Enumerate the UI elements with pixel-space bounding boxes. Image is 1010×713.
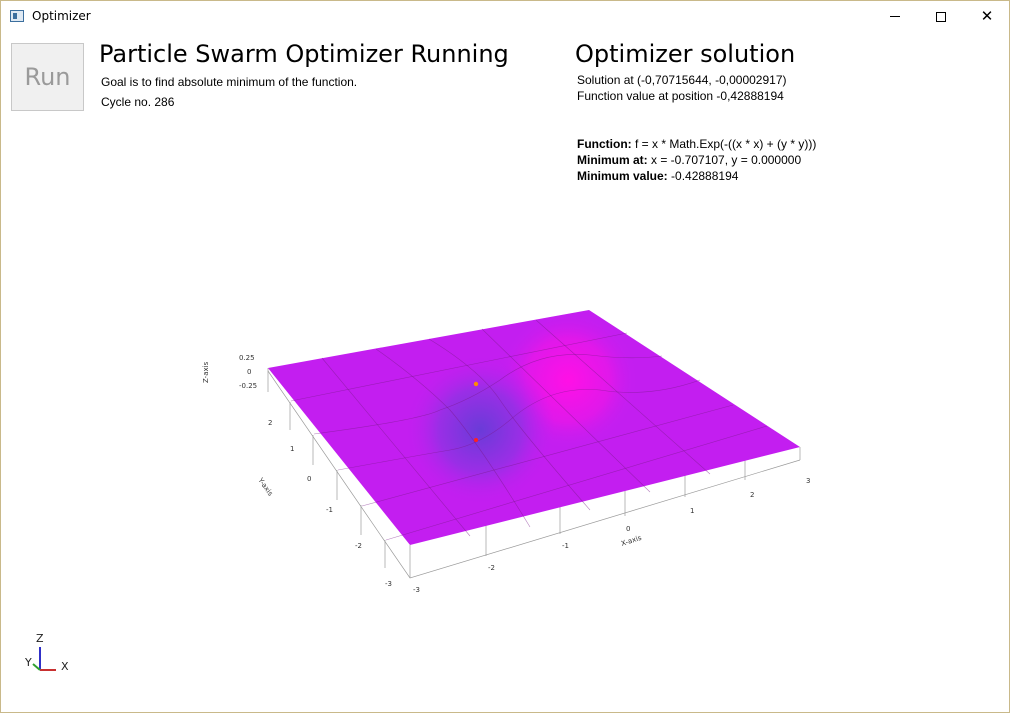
run-button[interactable]: Run (11, 43, 84, 111)
minimum-at-label: Minimum at: (577, 153, 648, 167)
solution-function-value: Function value at position -0,42888194 (577, 89, 784, 103)
y-tick-label: 1 (290, 445, 294, 453)
x-tick-label: -3 (413, 586, 420, 594)
page-title: Particle Swarm Optimizer Running (99, 40, 509, 68)
function-expression: f = x * Math.Exp(-((x * x) + (y * y))) (631, 137, 817, 151)
minimum-value-line: Minimum value: -0.42888194 (577, 169, 738, 183)
surface-plot (268, 310, 800, 545)
window-title: Optimizer (32, 9, 91, 23)
app-icon (10, 10, 24, 22)
minimize-button[interactable] (872, 1, 918, 32)
y-axis-title: Y-axis (256, 476, 275, 498)
z-tick-label: -0.25 (239, 382, 257, 390)
x-tick-label: -1 (562, 542, 569, 550)
y-tick-label: 2 (268, 419, 272, 427)
x-tick-label: -2 (488, 564, 495, 572)
minimum-value-value: -0.42888194 (667, 169, 739, 183)
maximize-icon (936, 11, 946, 22)
minimum-at-line: Minimum at: x = -0.707107, y = 0.000000 (577, 153, 801, 167)
x-tick-label: 0 (626, 525, 630, 533)
y-gizmo-axis (32, 663, 41, 671)
surface-grid (290, 319, 768, 541)
z-axis: 0.25 0 -0.25 Z-axis (202, 354, 257, 390)
gizmo-z-label: Z (36, 632, 44, 645)
z-axis-title: Z-axis (202, 361, 210, 383)
cycle-counter: Cycle no. 286 (101, 95, 175, 109)
z-tick-label: 0 (247, 368, 251, 376)
solution-heading: Optimizer solution (575, 40, 796, 68)
x-axis-title: X-axis (620, 534, 643, 548)
x-tick-label: 2 (750, 491, 754, 499)
chart-box-frame (267, 368, 801, 579)
function-label: Function: (577, 137, 632, 151)
maximize-button[interactable] (918, 1, 964, 32)
minimum-value-label: Minimum value: (577, 169, 668, 183)
x-tick-label: 1 (690, 507, 694, 515)
gizmo-y-label: Y (24, 656, 32, 669)
particle-marker (474, 438, 478, 442)
particles (473, 381, 479, 442)
gizmo-x-label: X (61, 660, 69, 673)
minimize-icon (890, 16, 900, 17)
goal-text: Goal is to find absolute minimum of the … (101, 75, 358, 89)
function-line: Function: f = x * Math.Exp(-((x * x) + (… (577, 137, 816, 151)
close-icon: ✕ (980, 7, 994, 25)
y-tick-label: -3 (385, 580, 392, 588)
particle-marker (473, 381, 479, 387)
minimum-at-value: x = -0.707107, y = 0.000000 (647, 153, 802, 167)
y-tick-label: -1 (326, 506, 333, 514)
title-bar[interactable]: Optimizer ✕ (1, 1, 1009, 32)
y-tick-label: -2 (355, 542, 362, 550)
axis-gizmo[interactable]: Z Y X (24, 632, 69, 673)
x-tick-label: 3 (806, 477, 810, 485)
y-tick-label: 0 (307, 475, 311, 483)
close-button[interactable]: ✕ (964, 1, 1010, 32)
z-tick-label: 0.25 (239, 354, 255, 362)
solution-position: Solution at (-0,70715644, -0,00002917) (577, 73, 787, 87)
